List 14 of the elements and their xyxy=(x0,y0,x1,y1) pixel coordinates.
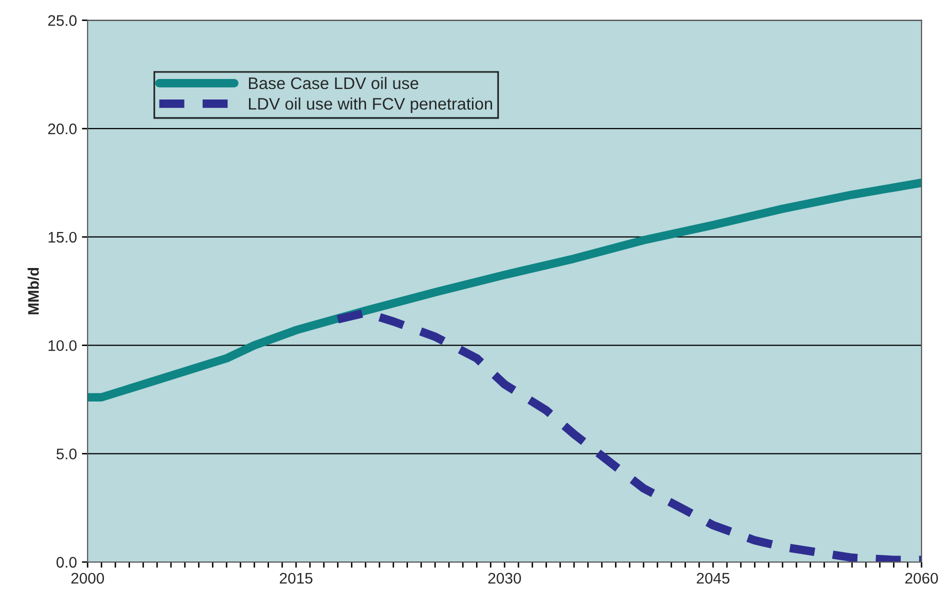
x-tick-label: 2060 xyxy=(905,572,938,584)
y-tick-label: 10.0 xyxy=(48,340,77,352)
x-tick-label: 2030 xyxy=(488,572,521,584)
y-tick-label: 20.0 xyxy=(48,123,77,134)
legend-label: LDV oil use with FCV penetration xyxy=(248,97,492,114)
y-tick-label: 5.0 xyxy=(56,448,77,460)
y-axis-title: MMb/d xyxy=(28,268,40,314)
x-tick-label: 2015 xyxy=(280,572,312,584)
y-tick-label: 25.0 xyxy=(48,15,77,26)
x-tick-label: 2000 xyxy=(71,572,104,584)
x-tick-label: 2045 xyxy=(696,572,730,584)
legend-label: Base Case LDV oil use xyxy=(248,76,418,90)
y-tick-label: 0.0 xyxy=(56,556,77,568)
y-tick-label: 15.0 xyxy=(48,232,77,243)
